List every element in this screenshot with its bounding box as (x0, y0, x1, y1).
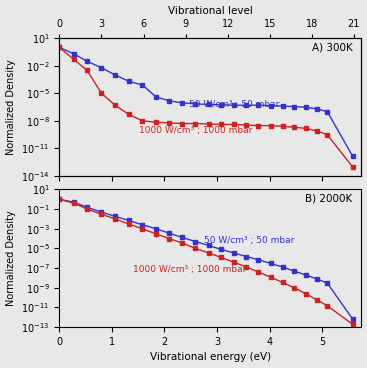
Text: 50 W/cm³ ; 50 mbar: 50 W/cm³ ; 50 mbar (189, 100, 280, 109)
Text: A) 300K: A) 300K (312, 42, 352, 52)
Text: B) 2000K: B) 2000K (305, 194, 352, 204)
Text: 50 W/cm³ ; 50 mbar: 50 W/cm³ ; 50 mbar (204, 236, 295, 245)
X-axis label: Vibrational energy (eV): Vibrational energy (eV) (150, 353, 271, 362)
Y-axis label: Normalized Density: Normalized Density (6, 210, 16, 306)
Text: 1000 W/cm³ ; 1000 mbar: 1000 W/cm³ ; 1000 mbar (132, 265, 246, 274)
X-axis label: Vibrational level: Vibrational level (168, 6, 253, 15)
Text: 1000 W/cm³ ; 1000 mbar: 1000 W/cm³ ; 1000 mbar (139, 126, 252, 135)
Y-axis label: Normalized Density: Normalized Density (6, 59, 15, 155)
